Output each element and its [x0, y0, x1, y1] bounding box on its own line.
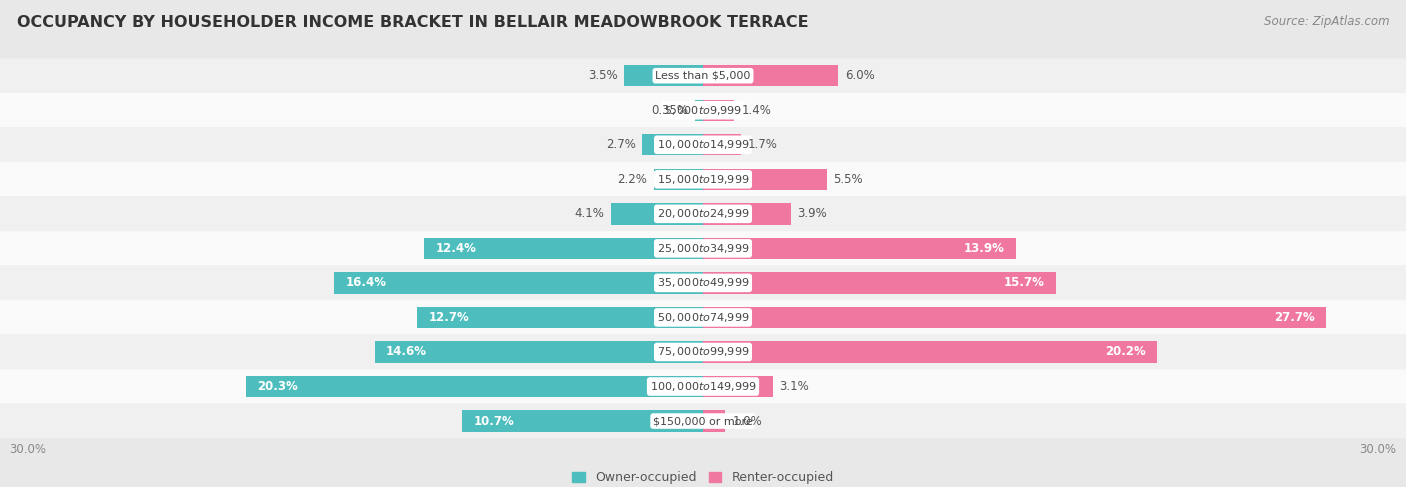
Bar [624, 65, 703, 86]
Text: $50,000 to $74,999: $50,000 to $74,999 [657, 311, 749, 324]
Text: 3.5%: 3.5% [588, 69, 617, 82]
Text: Less than $5,000: Less than $5,000 [655, 71, 751, 81]
Text: 20.2%: 20.2% [1105, 345, 1146, 358]
Bar [425, 238, 703, 259]
Text: 27.7%: 27.7% [1274, 311, 1315, 324]
Text: 3.1%: 3.1% [779, 380, 810, 393]
FancyBboxPatch shape [0, 128, 1406, 162]
Text: 2.7%: 2.7% [606, 138, 636, 151]
Text: $5,000 to $9,999: $5,000 to $9,999 [664, 104, 742, 117]
Bar [643, 134, 703, 155]
FancyBboxPatch shape [0, 162, 1406, 197]
Legend: Owner-occupied, Renter-occupied: Owner-occupied, Renter-occupied [568, 466, 838, 487]
Bar [703, 65, 838, 86]
Bar [374, 341, 703, 363]
Text: 10.7%: 10.7% [474, 414, 515, 428]
Text: $20,000 to $24,999: $20,000 to $24,999 [657, 207, 749, 220]
Bar [610, 203, 703, 225]
Bar [703, 272, 1056, 294]
Bar [703, 169, 827, 190]
Text: 2.2%: 2.2% [617, 173, 647, 186]
FancyBboxPatch shape [0, 93, 1406, 128]
Text: $150,000 or more: $150,000 or more [654, 416, 752, 426]
Text: $10,000 to $14,999: $10,000 to $14,999 [657, 138, 749, 151]
Text: OCCUPANCY BY HOUSEHOLDER INCOME BRACKET IN BELLAIR MEADOWBROOK TERRACE: OCCUPANCY BY HOUSEHOLDER INCOME BRACKET … [17, 15, 808, 30]
Bar [703, 307, 1326, 328]
Text: 12.4%: 12.4% [436, 242, 477, 255]
FancyBboxPatch shape [0, 231, 1406, 265]
Bar [246, 376, 703, 397]
Text: $100,000 to $149,999: $100,000 to $149,999 [650, 380, 756, 393]
FancyBboxPatch shape [0, 265, 1406, 300]
Text: 5.5%: 5.5% [834, 173, 863, 186]
Bar [463, 411, 703, 432]
Bar [695, 99, 703, 121]
FancyBboxPatch shape [0, 369, 1406, 404]
Text: 1.0%: 1.0% [733, 414, 762, 428]
Text: 4.1%: 4.1% [574, 207, 605, 220]
Text: 14.6%: 14.6% [385, 345, 427, 358]
Text: 16.4%: 16.4% [346, 277, 387, 289]
Bar [335, 272, 703, 294]
FancyBboxPatch shape [0, 197, 1406, 231]
Bar [703, 411, 725, 432]
Text: $15,000 to $19,999: $15,000 to $19,999 [657, 173, 749, 186]
Text: 12.7%: 12.7% [429, 311, 470, 324]
FancyBboxPatch shape [0, 58, 1406, 93]
Text: 20.3%: 20.3% [257, 380, 298, 393]
FancyBboxPatch shape [0, 404, 1406, 438]
Text: $25,000 to $34,999: $25,000 to $34,999 [657, 242, 749, 255]
Text: 15.7%: 15.7% [1004, 277, 1045, 289]
Bar [703, 238, 1015, 259]
Text: 13.9%: 13.9% [963, 242, 1004, 255]
Bar [703, 134, 741, 155]
Bar [418, 307, 703, 328]
Text: Source: ZipAtlas.com: Source: ZipAtlas.com [1264, 15, 1389, 28]
Text: $35,000 to $49,999: $35,000 to $49,999 [657, 277, 749, 289]
Text: 1.4%: 1.4% [741, 104, 770, 117]
Text: 1.7%: 1.7% [748, 138, 778, 151]
Text: $75,000 to $99,999: $75,000 to $99,999 [657, 345, 749, 358]
Bar [703, 376, 773, 397]
Bar [703, 203, 790, 225]
Bar [654, 169, 703, 190]
FancyBboxPatch shape [0, 335, 1406, 369]
Text: 3.9%: 3.9% [797, 207, 827, 220]
Bar [703, 99, 734, 121]
Text: 6.0%: 6.0% [845, 69, 875, 82]
Bar [703, 341, 1157, 363]
Text: 0.35%: 0.35% [651, 104, 689, 117]
FancyBboxPatch shape [0, 300, 1406, 335]
